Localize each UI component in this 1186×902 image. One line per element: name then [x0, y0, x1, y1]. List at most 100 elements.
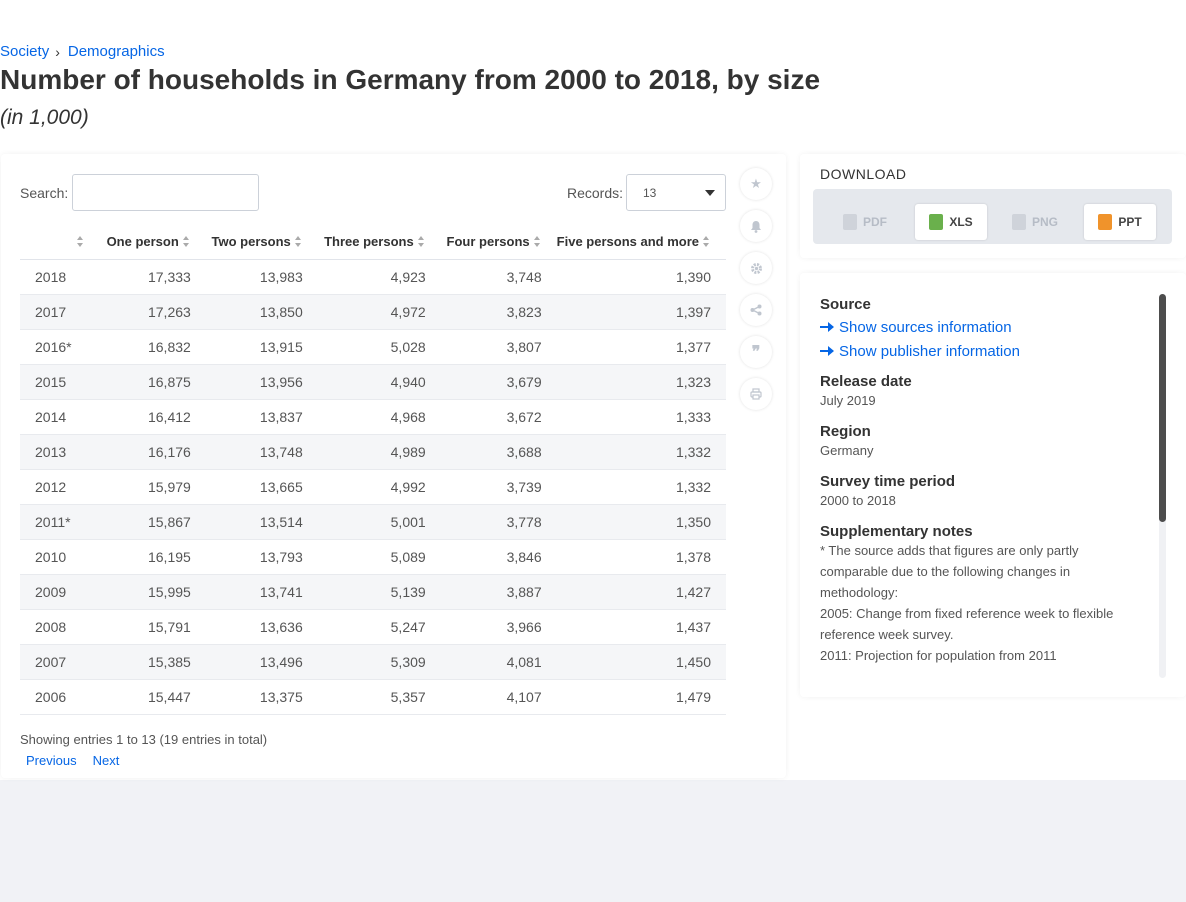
table-cell-value: 13,850 [206, 294, 318, 329]
table-cell-value: 3,672 [441, 399, 557, 434]
sort-icon [534, 236, 542, 248]
download-card: DOWNLOAD PDF XLS PNG PPT [800, 154, 1186, 258]
sort-icon [77, 236, 85, 248]
table-cell-value: 16,875 [100, 364, 206, 399]
pdf-button[interactable]: PDF [829, 204, 901, 240]
share-icon[interactable] [740, 294, 772, 326]
bell-icon[interactable] [740, 210, 772, 242]
png-button[interactable]: PNG [999, 204, 1071, 240]
table-cell-value: 3,748 [441, 259, 557, 294]
table-cell-year: 2013 [20, 434, 100, 469]
table-cell-value: 5,309 [318, 644, 441, 679]
download-title: DOWNLOAD [820, 166, 906, 182]
ppt-file-icon [1098, 214, 1112, 230]
table-cell-value: 5,139 [318, 574, 441, 609]
data-table-card: Search: Records: 13 One person Two perso… [1, 154, 786, 778]
info-scroll-area[interactable]: Source Show sources information Show pub… [820, 273, 1145, 678]
arrow-right-icon [820, 350, 833, 352]
table-cell-value: 13,496 [206, 644, 318, 679]
sort-icon [295, 236, 303, 248]
table-cell-value: 3,679 [441, 364, 557, 399]
table-cell-year: 2012 [20, 469, 100, 504]
table-cell-value: 13,837 [206, 399, 318, 434]
release-value: July 2019 [820, 390, 1145, 411]
release-heading: Release date [820, 373, 1145, 390]
table-row: 2015 16,875 13,956 4,940 3,679 1,323 [20, 364, 726, 399]
xls-file-icon [929, 214, 943, 230]
sort-icon [703, 236, 711, 248]
column-header-two-persons[interactable]: Two persons [206, 224, 318, 259]
pdf-file-icon [843, 214, 857, 230]
table-cell-value: 4,940 [318, 364, 441, 399]
source-heading: Source [820, 296, 1145, 313]
table-cell-value: 17,333 [100, 259, 206, 294]
table-cell-value: 13,741 [206, 574, 318, 609]
table-row: 2008 15,791 13,636 5,247 3,966 1,437 [20, 609, 726, 644]
table-cell-value: 13,375 [206, 679, 318, 714]
data-table: One person Two persons Three persons Fou… [20, 224, 726, 715]
table-row: 2018 17,333 13,983 4,923 3,748 1,390 [20, 259, 726, 294]
table-cell-value: 13,636 [206, 609, 318, 644]
notes-text-2: 2005: Change from fixed reference week t… [820, 603, 1145, 645]
quote-icon[interactable]: ❞ [740, 336, 772, 368]
download-buttons: PDF XLS PNG PPT [813, 189, 1172, 244]
scrollbar-thumb[interactable] [1159, 294, 1166, 522]
xls-button[interactable]: XLS [915, 204, 987, 240]
caret-down-icon [705, 190, 715, 196]
table-cell-value: 5,357 [318, 679, 441, 714]
ppt-button[interactable]: PPT [1084, 204, 1156, 240]
column-header-four-persons[interactable]: Four persons [441, 224, 557, 259]
table-row: 2006 15,447 13,375 5,357 4,107 1,479 [20, 679, 726, 714]
table-row: 2013 16,176 13,748 4,989 3,688 1,332 [20, 434, 726, 469]
table-cell-value: 1,333 [557, 399, 726, 434]
table-cell-value: 5,001 [318, 504, 441, 539]
table-cell-value: 16,176 [100, 434, 206, 469]
column-header-three-persons[interactable]: Three persons [318, 224, 441, 259]
entries-info: Showing entries 1 to 13 (19 entries in t… [20, 732, 267, 747]
records-value: 13 [643, 186, 656, 200]
table-cell-value: 13,514 [206, 504, 318, 539]
table-cell-year: 2009 [20, 574, 100, 609]
table-row: 2012 15,979 13,665 4,992 3,739 1,332 [20, 469, 726, 504]
table-row: 2009 15,995 13,741 5,139 3,887 1,427 [20, 574, 726, 609]
table-cell-value: 13,983 [206, 259, 318, 294]
table-cell-value: 3,887 [441, 574, 557, 609]
table-cell-value: 13,956 [206, 364, 318, 399]
table-cell-value: 4,107 [441, 679, 557, 714]
show-publisher-link[interactable]: Show publisher information [820, 339, 1145, 363]
table-cell-value: 4,968 [318, 399, 441, 434]
previous-button[interactable]: Previous [26, 753, 77, 768]
print-icon[interactable] [740, 378, 772, 410]
records-select[interactable]: 13 [626, 174, 726, 211]
column-header-year[interactable] [20, 224, 100, 259]
table-cell-year: 2011* [20, 504, 100, 539]
table-cell-value: 13,915 [206, 329, 318, 364]
column-header-five-persons[interactable]: Five persons and more [557, 224, 726, 259]
table-cell-value: 3,846 [441, 539, 557, 574]
star-icon[interactable]: ★ [740, 168, 772, 200]
table-cell-value: 1,332 [557, 434, 726, 469]
breadcrumb-demographics[interactable]: Demographics [68, 43, 165, 60]
show-sources-link[interactable]: Show sources information [820, 315, 1145, 339]
table-cell-year: 2007 [20, 644, 100, 679]
table-cell-value: 5,089 [318, 539, 441, 574]
info-scrollbar[interactable] [1159, 294, 1166, 678]
side-toolbar: ★ ❞ [740, 168, 772, 410]
search-input[interactable] [72, 174, 259, 211]
gear-icon[interactable] [740, 252, 772, 284]
table-cell-value: 13,748 [206, 434, 318, 469]
table-row: 2016* 16,832 13,915 5,028 3,807 1,377 [20, 329, 726, 364]
table-row: 2017 17,263 13,850 4,972 3,823 1,397 [20, 294, 726, 329]
table-cell-value: 1,332 [557, 469, 726, 504]
next-button[interactable]: Next [93, 753, 120, 768]
notes-text-1: * The source adds that figures are only … [820, 540, 1145, 603]
table-cell-value: 16,412 [100, 399, 206, 434]
table-cell-value: 5,028 [318, 329, 441, 364]
table-cell-value: 3,778 [441, 504, 557, 539]
region-value: Germany [820, 440, 1145, 461]
table-cell-year: 2017 [20, 294, 100, 329]
table-cell-year: 2016* [20, 329, 100, 364]
column-header-one-person[interactable]: One person [100, 224, 206, 259]
breadcrumb-society[interactable]: Society [0, 43, 49, 60]
sort-icon [183, 236, 191, 248]
